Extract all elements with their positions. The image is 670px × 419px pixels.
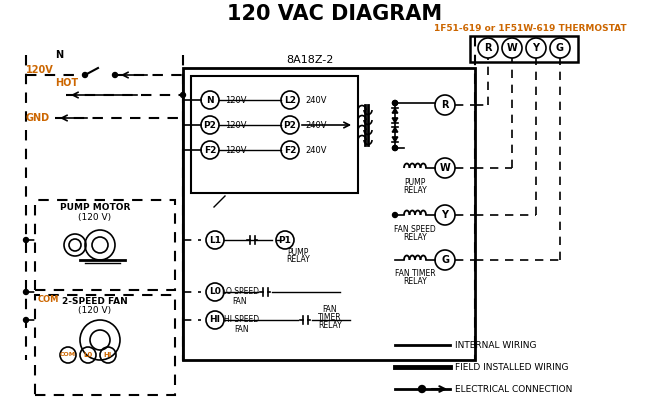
Text: F2: F2 — [284, 145, 296, 155]
Text: (120 V): (120 V) — [78, 307, 112, 316]
Bar — [183, 68, 475, 360]
Text: LO SPEED: LO SPEED — [222, 287, 259, 297]
Text: Y: Y — [442, 210, 448, 220]
Text: TIMER: TIMER — [318, 313, 342, 323]
Text: 120V: 120V — [225, 96, 247, 104]
Circle shape — [82, 72, 88, 78]
Text: FAN: FAN — [234, 324, 249, 334]
Text: W: W — [440, 163, 450, 173]
Text: (120 V): (120 V) — [78, 212, 112, 222]
Text: FAN: FAN — [232, 297, 247, 305]
Circle shape — [393, 101, 397, 106]
Text: PUMP MOTOR: PUMP MOTOR — [60, 202, 130, 212]
Circle shape — [419, 385, 425, 393]
Text: 120V: 120V — [225, 121, 247, 129]
Text: COM: COM — [60, 352, 76, 357]
Circle shape — [23, 318, 29, 323]
Circle shape — [393, 145, 397, 150]
Text: FAN: FAN — [323, 305, 337, 315]
Circle shape — [113, 72, 117, 78]
Text: RELAY: RELAY — [403, 277, 427, 287]
Text: INTERNAL WIRING: INTERNAL WIRING — [455, 341, 537, 349]
Text: 240V: 240V — [305, 96, 326, 104]
Text: N: N — [206, 96, 214, 104]
Polygon shape — [392, 127, 398, 132]
Text: COM: COM — [38, 295, 60, 303]
Text: L0: L0 — [83, 352, 92, 358]
Text: HI: HI — [104, 352, 112, 358]
Text: PUMP: PUMP — [287, 248, 309, 256]
Circle shape — [23, 238, 29, 243]
Text: L2: L2 — [284, 96, 296, 104]
Text: P2: P2 — [283, 121, 296, 129]
Text: L1: L1 — [209, 235, 221, 245]
Polygon shape — [392, 137, 398, 142]
Text: 2-SPEED FAN: 2-SPEED FAN — [62, 297, 128, 307]
Bar — [35, 295, 175, 395]
Bar — [470, 36, 578, 62]
Text: 8A18Z-2: 8A18Z-2 — [286, 55, 334, 65]
Text: W: W — [507, 43, 517, 53]
Text: FIELD INSTALLED WIRING: FIELD INSTALLED WIRING — [455, 362, 569, 372]
Text: HOT: HOT — [55, 78, 78, 88]
Text: P1: P1 — [279, 235, 291, 245]
Text: FAN TIMER: FAN TIMER — [395, 269, 436, 279]
Text: 240V: 240V — [305, 121, 326, 129]
Text: G: G — [441, 255, 449, 265]
Text: RELAY: RELAY — [403, 186, 427, 194]
Text: 1F51-619 or 1F51W-619 THERMOSTAT: 1F51-619 or 1F51W-619 THERMOSTAT — [433, 23, 626, 33]
Text: PUMP: PUMP — [404, 178, 425, 186]
Text: 120 VAC DIAGRAM: 120 VAC DIAGRAM — [227, 4, 443, 24]
Text: GND: GND — [26, 113, 50, 123]
Text: L0: L0 — [209, 287, 221, 297]
Bar — [35, 200, 175, 290]
Text: HI: HI — [210, 316, 220, 324]
Circle shape — [23, 290, 29, 295]
Text: RELAY: RELAY — [318, 321, 342, 331]
Polygon shape — [392, 118, 398, 123]
Text: R: R — [484, 43, 492, 53]
Text: HI SPEED: HI SPEED — [224, 316, 259, 324]
Text: N: N — [55, 50, 63, 60]
Text: 120V: 120V — [225, 145, 247, 155]
Text: 240V: 240V — [305, 145, 326, 155]
Text: F2: F2 — [204, 145, 216, 155]
Text: 120V: 120V — [26, 65, 54, 75]
Polygon shape — [392, 109, 398, 113]
Text: G: G — [556, 43, 564, 53]
Circle shape — [393, 145, 397, 150]
Circle shape — [393, 101, 397, 106]
Text: FAN SPEED: FAN SPEED — [394, 225, 436, 233]
Text: RELAY: RELAY — [286, 256, 310, 264]
Text: RELAY: RELAY — [403, 233, 427, 241]
Text: P2: P2 — [204, 121, 216, 129]
Text: R: R — [442, 100, 449, 110]
Bar — [191, 76, 358, 193]
Text: ELECTRICAL CONNECTION: ELECTRICAL CONNECTION — [455, 385, 572, 393]
Circle shape — [393, 212, 397, 217]
Circle shape — [180, 93, 186, 98]
Text: Y: Y — [533, 43, 539, 53]
